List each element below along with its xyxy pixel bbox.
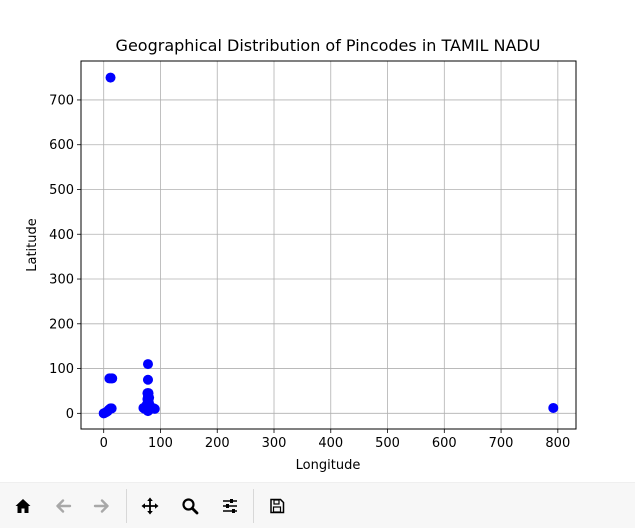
figure: 0 100 200 300 400 500 600 700 800 0 100 200 300 400 50…: [25, 36, 577, 473]
home-button[interactable]: [8, 491, 38, 521]
chart-title: Geographical Distribution of Pincodes in…: [116, 36, 541, 55]
home-icon: [15, 499, 31, 513]
data-point: [107, 373, 118, 384]
x-tick-label: 0: [100, 436, 108, 451]
configure-subplots-icon: [223, 499, 237, 513]
data-point: [142, 374, 153, 385]
data-point: [105, 72, 116, 83]
y-tick-label: 600: [49, 138, 74, 153]
pan-icon: [141, 497, 159, 515]
y-tick-label: 300: [49, 273, 74, 288]
y-tick-label: 0: [66, 407, 74, 422]
x-tick-label: 700: [489, 436, 514, 451]
configure-subplots-button[interactable]: [215, 491, 245, 521]
x-tick-label: 200: [205, 436, 230, 451]
scatter-points: [98, 72, 559, 419]
x-tick-label: 400: [318, 436, 343, 451]
y-tick-label: 400: [49, 228, 74, 243]
data-point: [142, 359, 153, 370]
x-tick-label: 600: [432, 436, 457, 451]
y-tick-label: 700: [49, 93, 74, 108]
x-axis-label: Longitude: [296, 458, 361, 473]
x-tick-label: 300: [262, 436, 287, 451]
toolbar-separator: [126, 489, 127, 523]
toolbar-separator: [253, 489, 254, 523]
x-tick-label: 500: [375, 436, 400, 451]
data-point: [548, 402, 559, 413]
data-point: [106, 403, 117, 414]
navigation-toolbar: [0, 482, 635, 528]
back-button[interactable]: [48, 491, 78, 521]
y-tick-label: 200: [49, 317, 74, 332]
axis-ticks: 0 100 200 300 400 500 600 700 800 0 100 200 300 400 50…: [49, 93, 570, 451]
zoom-button[interactable]: [175, 491, 205, 521]
save-icon: [270, 498, 285, 514]
save-button[interactable]: [262, 491, 292, 521]
grid-lines: [81, 61, 576, 429]
axes-frame: [80, 60, 577, 430]
forward-icon: [93, 499, 109, 513]
x-tick-label: 800: [545, 436, 570, 451]
forward-button[interactable]: [87, 491, 117, 521]
back-icon: [56, 499, 72, 513]
y-tick-label: 500: [49, 183, 74, 198]
y-tick-label: 100: [49, 362, 74, 377]
y-axis-label: Latitude: [25, 218, 40, 272]
data-point: [142, 406, 153, 417]
x-tick-label: 100: [148, 436, 173, 451]
zoom-icon: [182, 498, 199, 515]
pan-button[interactable]: [135, 491, 165, 521]
